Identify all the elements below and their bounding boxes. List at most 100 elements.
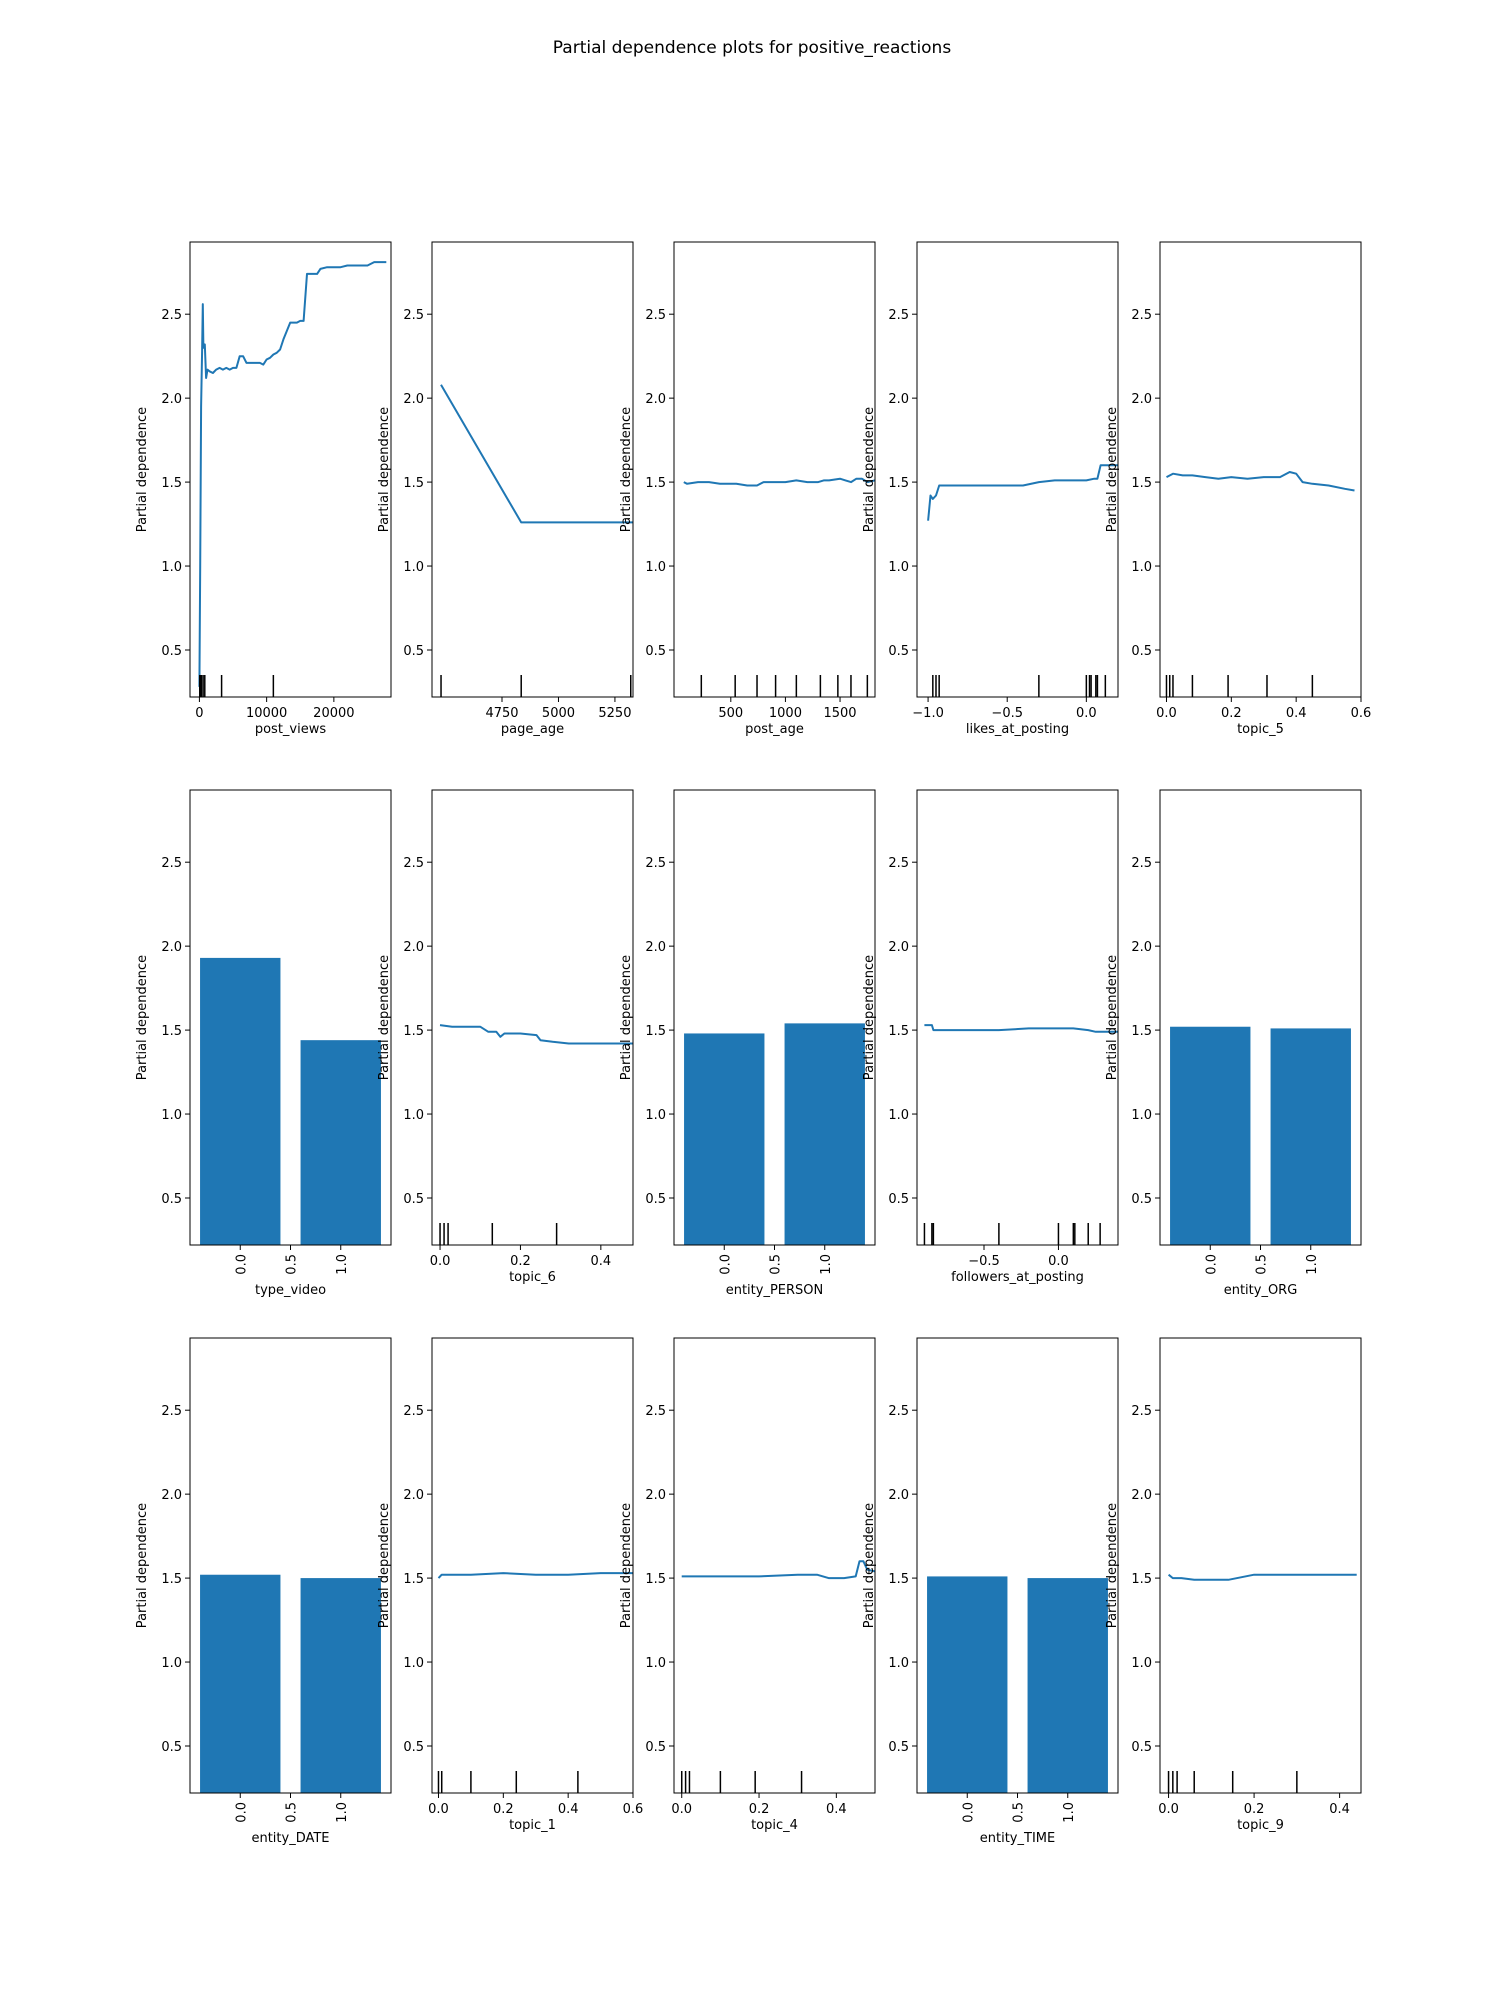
y-tick-label: 2.5 <box>888 1404 909 1419</box>
decile-rug <box>437 1771 579 1793</box>
y-tick-label: 0.5 <box>645 1192 666 1207</box>
y-tick-label: 1.0 <box>645 560 666 575</box>
y-tick-label: 1.5 <box>1131 476 1152 491</box>
y-tick-label: 2.5 <box>1131 308 1152 323</box>
decile-rug <box>439 1223 558 1245</box>
y-tick-label: 2.5 <box>645 308 666 323</box>
y-tick-label: 1.5 <box>161 476 182 491</box>
y-tick-label: 1.0 <box>1131 1656 1152 1671</box>
x-tick-label: 0.5 <box>1012 1802 1027 1823</box>
y-axis-label: Partial dependence <box>135 1503 150 1628</box>
pd-line <box>1167 1573 1357 1581</box>
pd-panel-topic_1: 0.5 1.0 1.5 2.0 2.5 0.0 0.2 0.4 0.6 topic_1 Partia… <box>377 1337 644 1833</box>
x-tick-label: 0.2 <box>1221 706 1242 721</box>
y-axis-label: Partial dependence <box>1105 1503 1120 1628</box>
y-tick-label: 0.5 <box>403 1192 424 1207</box>
pd-line <box>440 384 633 524</box>
y-tick-label: 2.5 <box>645 1404 666 1419</box>
y-tick-label: 2.5 <box>888 308 909 323</box>
x-tick-label: 0.0 <box>428 1802 449 1817</box>
y-tick-label: 2.0 <box>403 1488 424 1503</box>
decile-rug <box>680 1771 803 1793</box>
pd-panel-type_video: 0.5 1.0 1.5 2.0 2.5 0.0 0.5 1.0 type_video Partia… <box>135 789 392 1298</box>
bar-1.0 <box>784 1023 865 1245</box>
y-tick-label: 1.0 <box>403 1656 424 1671</box>
y-tick-label: 2.5 <box>161 308 182 323</box>
y-tick-label: 2.0 <box>403 392 424 407</box>
decile-rug <box>1165 675 1314 697</box>
x-axis-label: followers_at_posting <box>951 1270 1084 1285</box>
x-tick-label: 0.0 <box>1204 1254 1219 1275</box>
y-tick-label: 2.5 <box>403 1404 424 1419</box>
y-tick-label: 0.5 <box>645 644 666 659</box>
decile-rug <box>932 675 1107 697</box>
y-tick-label: 0.5 <box>645 1740 666 1755</box>
x-tick-label: 0.0 <box>1156 706 1177 721</box>
x-tick-label: 0.2 <box>493 1802 514 1817</box>
x-tick-label: 0.5 <box>285 1802 300 1823</box>
x-tick-label: 500 <box>718 706 743 721</box>
y-tick-label: 2.0 <box>645 392 666 407</box>
pd-line <box>924 1024 1118 1033</box>
x-tick-label: 0.0 <box>234 1802 249 1823</box>
y-tick-label: 1.5 <box>888 476 909 491</box>
x-tick-label: 0.0 <box>671 1802 692 1817</box>
y-tick-label: 0.5 <box>161 1740 182 1755</box>
y-tick-label: 1.0 <box>645 1108 666 1123</box>
y-axis-label: Partial dependence <box>619 955 634 1080</box>
x-axis-label: post_views <box>255 722 327 737</box>
y-tick-label: 1.0 <box>645 1656 666 1671</box>
decile-rug <box>440 675 632 697</box>
axes-frame <box>1159 1337 1362 1794</box>
x-tick-label: −0.5 <box>991 706 1023 721</box>
y-tick-label: 2.5 <box>403 308 424 323</box>
y-axis-label: Partial dependence <box>377 407 392 532</box>
bar-0.0 <box>1170 1026 1251 1245</box>
y-tick-label: 0.5 <box>403 1740 424 1755</box>
x-tick-label: 0.6 <box>623 1802 644 1817</box>
axes-frame <box>189 241 392 698</box>
x-axis-label: entity_PERSON <box>726 1283 824 1298</box>
pd-panel-followers_at_posting: 0.5 1.0 1.5 2.0 2.5 −0.5 0.0followers_at_posti… <box>862 789 1119 1285</box>
axes-frame <box>673 241 876 698</box>
x-axis-label: topic_6 <box>509 1270 556 1285</box>
y-axis-label: Partial dependence <box>862 955 877 1080</box>
x-tick-label: 0.0 <box>1048 1254 1069 1269</box>
bar-1.0 <box>1270 1028 1351 1245</box>
y-tick-label: 0.5 <box>888 1192 909 1207</box>
figure-title: Partial dependence plots for positive_re… <box>553 38 952 58</box>
y-tick-label: 1.0 <box>888 1108 909 1123</box>
bar-1.0 <box>1027 1578 1108 1793</box>
x-tick-label: −0.5 <box>968 1254 1000 1269</box>
x-axis-label: entity_TIME <box>980 1831 1055 1846</box>
y-tick-label: 1.5 <box>645 476 666 491</box>
y-tick-label: 0.5 <box>161 1192 182 1207</box>
x-tick-label: 0.2 <box>510 1254 531 1269</box>
y-tick-label: 1.5 <box>161 1572 182 1587</box>
decile-rug <box>198 675 275 697</box>
y-tick-label: 1.0 <box>1131 1108 1152 1123</box>
y-tick-label: 2.0 <box>888 1488 909 1503</box>
x-tick-label: 0.4 <box>558 1802 579 1817</box>
y-tick-label: 2.0 <box>645 940 666 955</box>
decile-rug <box>923 1223 1101 1245</box>
x-axis-label: topic_9 <box>1237 1818 1284 1833</box>
x-tick-label: 0 <box>195 706 203 721</box>
y-tick-label: 1.5 <box>645 1024 666 1039</box>
x-tick-label: −1.0 <box>912 706 944 721</box>
x-tick-label: 20000 <box>313 706 354 721</box>
pd-panel-entity_DATE: 0.5 1.0 1.5 2.0 2.5 0.0 0.5 1.0 entity_DATE Parti… <box>135 1337 392 1846</box>
y-tick-label: 1.5 <box>1131 1572 1152 1587</box>
x-tick-label: 1.0 <box>335 1254 350 1275</box>
pd-panel-page_age: 0.5 1.0 1.5 2.0 2.5 4750 5000 5250 page_age Parti… <box>377 241 634 737</box>
bar-group <box>927 1576 1108 1793</box>
x-tick-label: 0.4 <box>1286 706 1307 721</box>
bar-0.0 <box>200 957 281 1245</box>
y-tick-label: 1.0 <box>161 560 182 575</box>
x-tick-label: 1.0 <box>1305 1254 1320 1275</box>
x-axis-label: type_video <box>255 1283 326 1298</box>
y-tick-label: 1.5 <box>645 1572 666 1587</box>
y-tick-label: 2.0 <box>161 1488 182 1503</box>
